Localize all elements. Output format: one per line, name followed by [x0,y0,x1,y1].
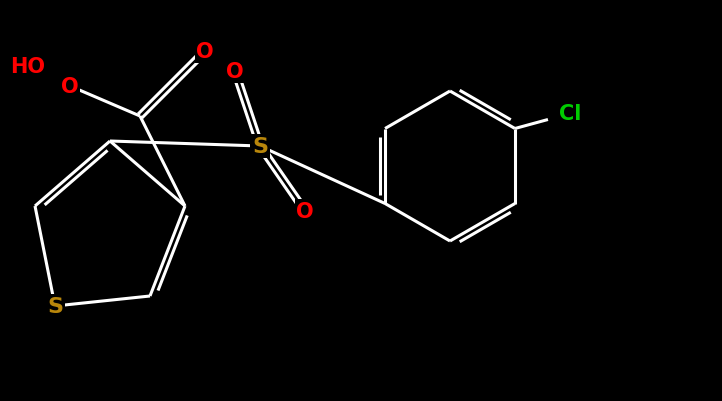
Text: O: O [196,42,214,62]
Text: Cl: Cl [559,104,581,124]
Text: O: O [61,77,79,97]
Text: O: O [296,201,314,221]
Text: HO: HO [11,57,45,77]
Text: S: S [47,296,63,316]
Text: O: O [226,62,244,82]
Text: S: S [252,137,268,157]
